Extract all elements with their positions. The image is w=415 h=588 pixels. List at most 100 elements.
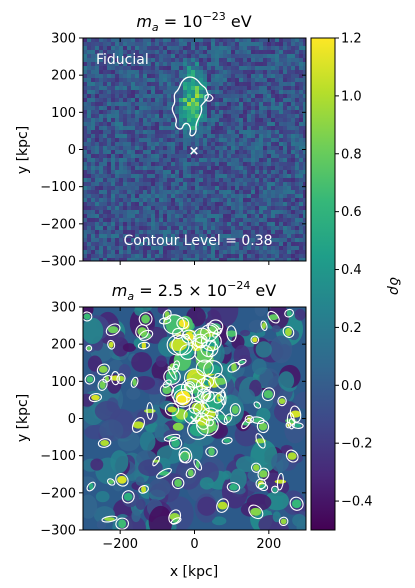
heat-cell [171, 194, 175, 198]
heat-cell [211, 186, 215, 190]
heat-cell [291, 254, 295, 258]
heat-cell [279, 78, 283, 82]
heat-cell [227, 70, 231, 74]
heat-cell [87, 230, 91, 234]
heat-cell [275, 58, 279, 62]
heat-cell [107, 62, 111, 66]
heat-cell [107, 214, 111, 218]
heat-cell [211, 46, 215, 50]
heat-peak [83, 313, 91, 320]
heat-cell [155, 194, 159, 198]
heat-cell [131, 186, 135, 190]
heat-cell [91, 78, 95, 82]
contour-loop [241, 418, 251, 430]
heat-cell [135, 42, 139, 46]
heat-cell [119, 46, 123, 50]
heat-cell [103, 214, 107, 218]
heat-cell [91, 110, 95, 114]
heat-cell [247, 110, 251, 114]
heat-cell [275, 106, 279, 110]
heat-cell [255, 134, 259, 138]
heat-cell [243, 94, 247, 98]
heat-cell [299, 118, 303, 122]
heat-cell [183, 150, 187, 154]
heat-cell [235, 90, 239, 94]
heat-cell [267, 90, 271, 94]
heat-cell [103, 78, 107, 82]
heat-cell [211, 78, 215, 82]
heat-cell [295, 74, 299, 78]
heat-cell [183, 38, 187, 42]
heat-cell [223, 258, 227, 261]
heat-cell [199, 238, 203, 242]
heat-cell [215, 122, 219, 126]
heat-cell [127, 114, 131, 118]
heat-cell [275, 70, 279, 74]
heat-cell [99, 218, 103, 222]
heat-cell [127, 230, 131, 234]
heat-cell [275, 154, 279, 158]
heat-cell [87, 150, 91, 154]
heat-cell [107, 218, 111, 222]
heat-cell [239, 118, 243, 122]
heat-cell [275, 166, 279, 170]
heat-cell [127, 118, 131, 122]
heat-cell [115, 210, 119, 214]
heat-cell [171, 142, 175, 146]
heat-cell [243, 254, 247, 258]
bottom-xlabel: x [kpc] [170, 564, 218, 580]
heat-cell [87, 202, 91, 206]
contour-loop [284, 308, 294, 318]
heat-cell [127, 194, 131, 198]
heat-cell [159, 194, 163, 198]
heat-cell [219, 62, 223, 66]
heat-cell [187, 234, 191, 238]
heat-cell [191, 174, 195, 178]
heat-cell [247, 214, 251, 218]
heat-cell [203, 82, 207, 86]
heat-cell [119, 250, 123, 254]
contour-loop [86, 481, 96, 492]
heat-cell [99, 114, 103, 118]
heat-peak [144, 408, 156, 414]
heat-cell [179, 58, 183, 62]
heat-cell [183, 194, 187, 198]
heat-cell [175, 138, 179, 142]
heat-cell [211, 110, 215, 114]
heat-cell [139, 46, 143, 50]
heat-cell [235, 218, 239, 222]
heat-cell [191, 86, 195, 90]
heat-cell [175, 94, 179, 98]
heat-cell [231, 150, 235, 154]
heat-cell [87, 214, 91, 218]
heat-cell [135, 94, 139, 98]
heat-cell [111, 190, 115, 194]
heat-cell [247, 106, 251, 110]
heat-cell [127, 134, 131, 138]
heat-peak [231, 362, 237, 372]
heat-cell [295, 46, 299, 50]
heat-cell [135, 50, 139, 54]
heat-cell [143, 134, 147, 138]
heat-cell [183, 58, 187, 62]
heat-cell [175, 250, 179, 254]
heat-cell [163, 230, 167, 234]
heat-cell [279, 54, 283, 58]
heat-cell [159, 198, 163, 202]
heat-cell [219, 234, 223, 238]
heat-cell [235, 86, 239, 90]
heat-cell [251, 78, 255, 82]
heat-cell [99, 74, 103, 78]
heat-cell [99, 206, 103, 210]
heat-cell [95, 162, 99, 166]
heat-cell [299, 218, 303, 222]
heat-cell [267, 174, 271, 178]
heat-cell [139, 142, 143, 146]
heat-cell [123, 102, 127, 106]
heat-cell [195, 254, 199, 258]
heat-blob [139, 431, 156, 452]
heat-cell [119, 154, 123, 158]
heat-cell [207, 210, 211, 214]
heat-cell [151, 146, 155, 150]
heat-cell [247, 58, 251, 62]
